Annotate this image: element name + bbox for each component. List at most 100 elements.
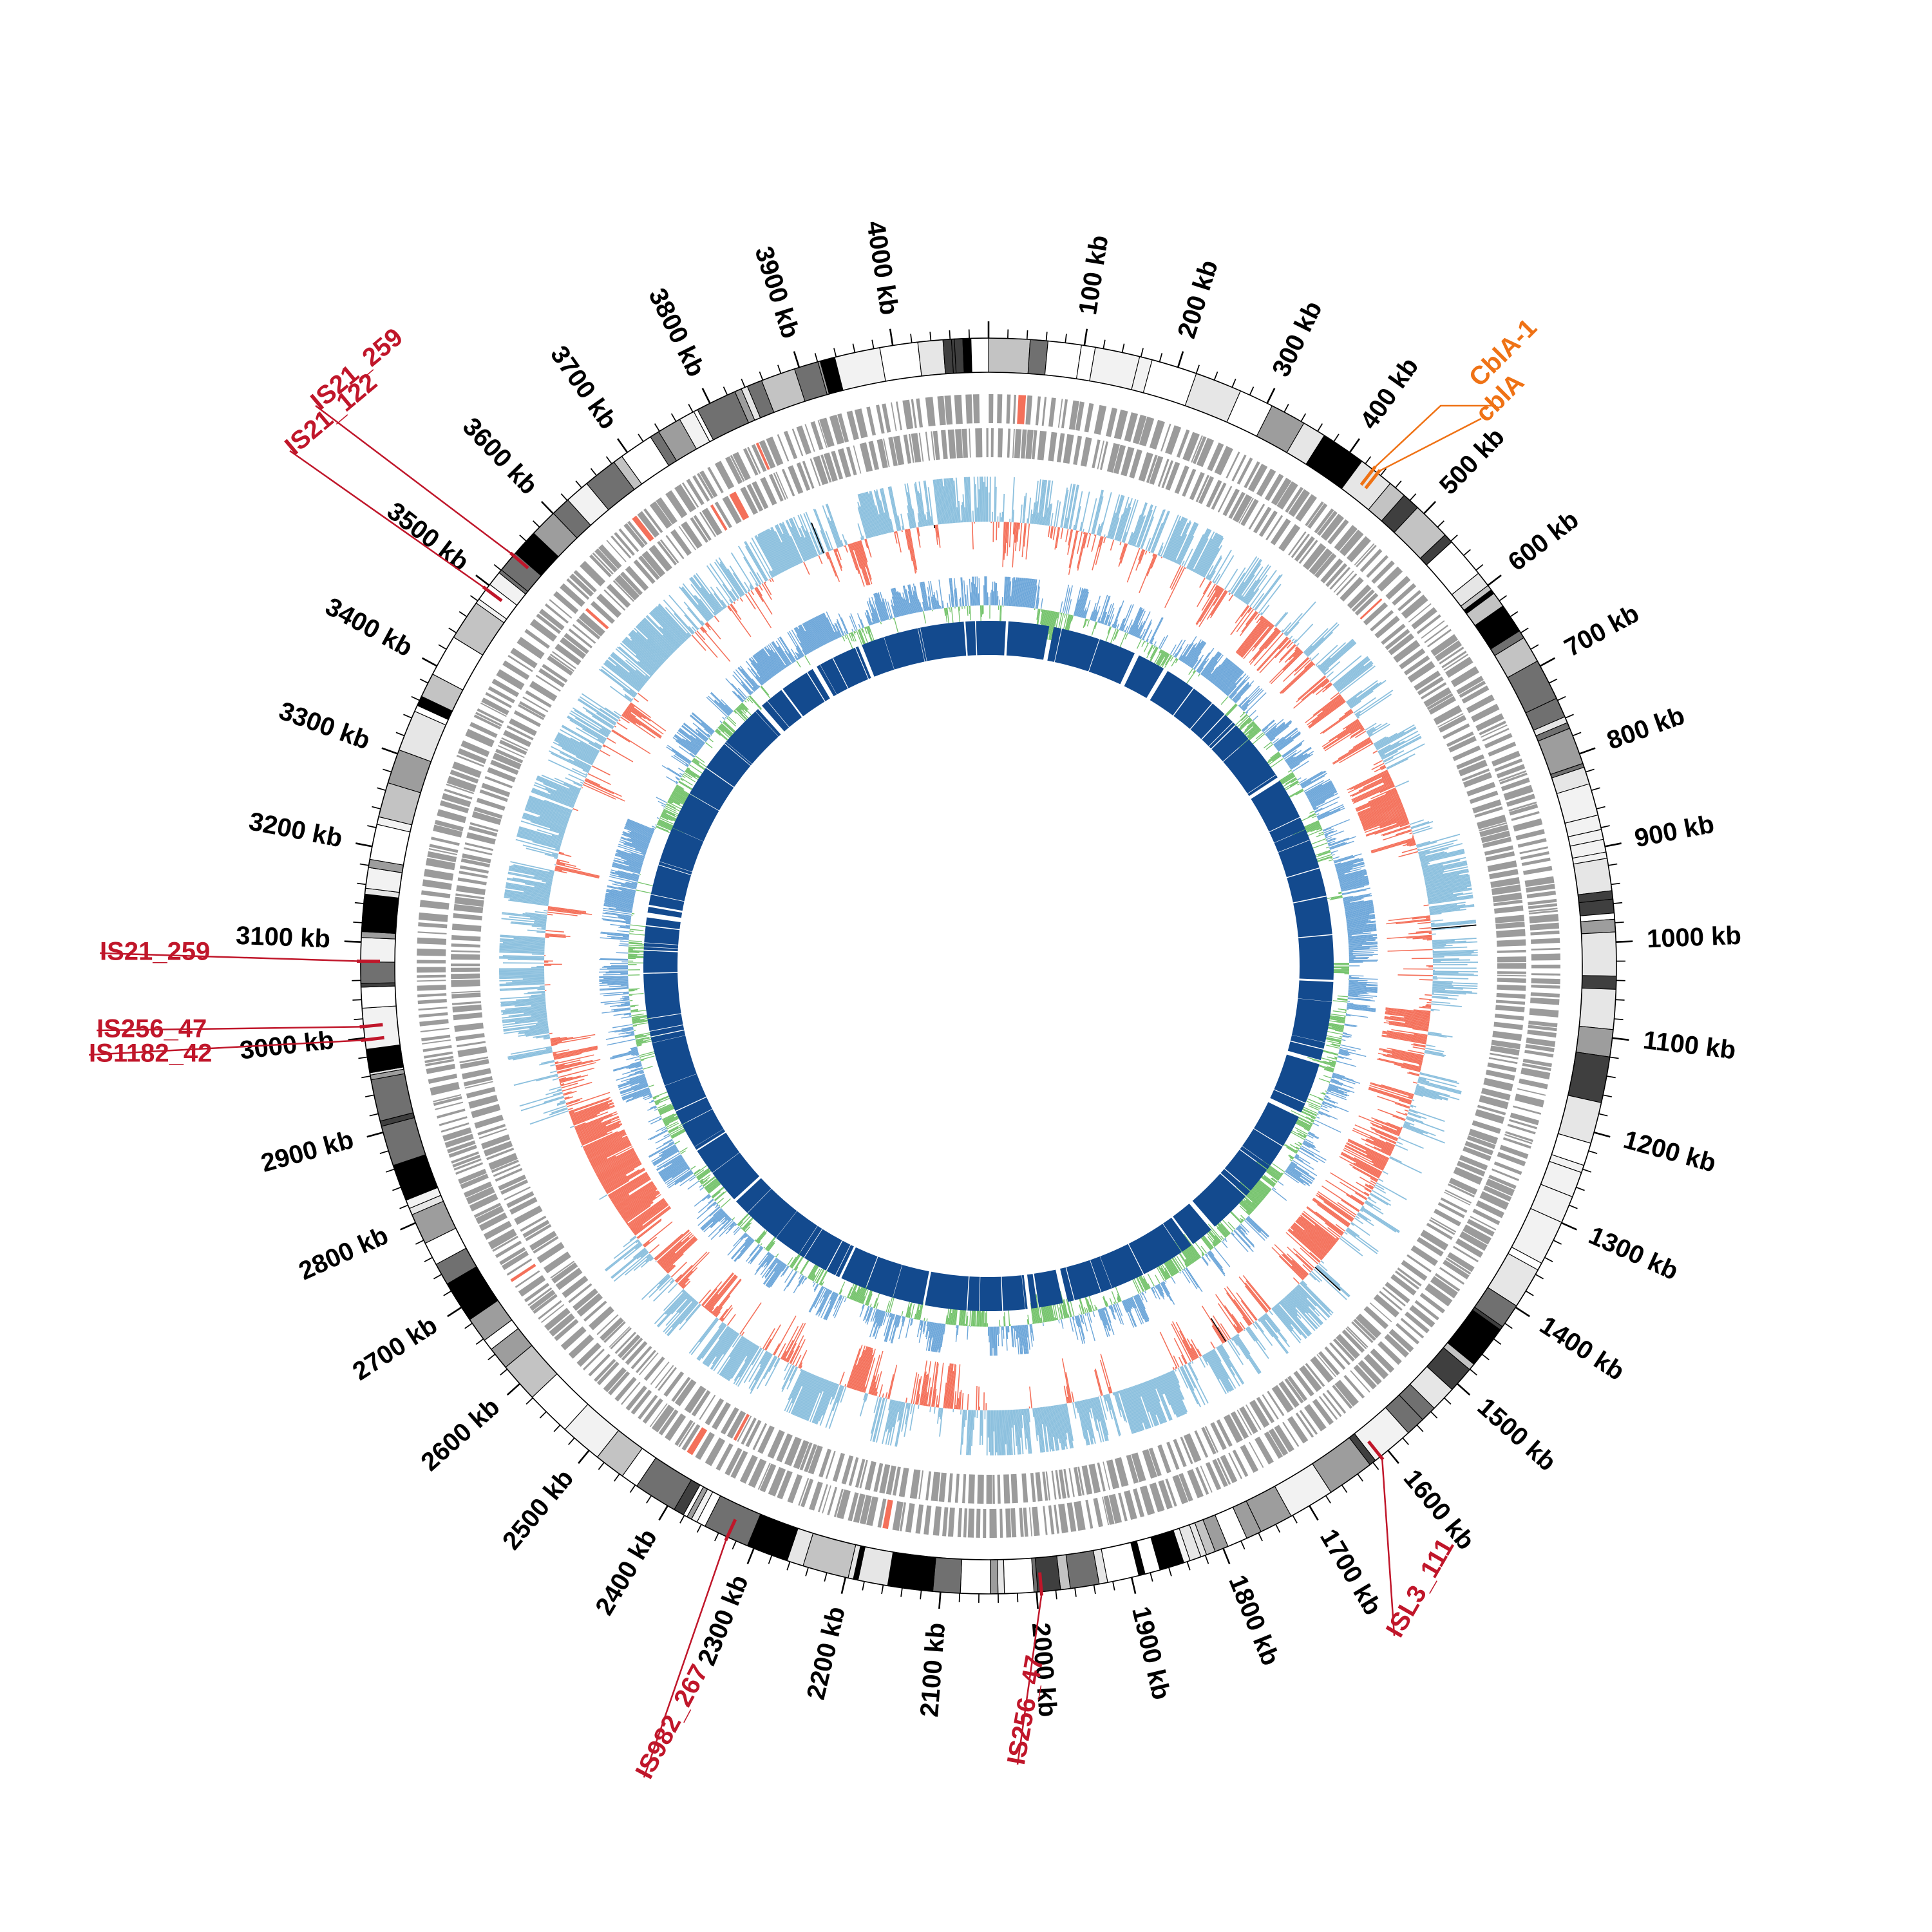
histogram-bar-positive <box>506 884 551 893</box>
histogram-bar-negative <box>1365 1150 1388 1162</box>
cds-feature <box>829 414 845 445</box>
histogram-bar-positive <box>1422 859 1461 869</box>
histogram-bar-positive <box>967 1410 971 1455</box>
histogram-bar-positive <box>1115 1391 1126 1421</box>
cds-feature <box>549 1313 575 1337</box>
histogram-bar-negative <box>958 1392 961 1410</box>
histogram-bar-negative <box>712 1278 741 1315</box>
cds-feature <box>468 826 498 837</box>
cds-feature <box>1068 400 1079 430</box>
cds-feature <box>1003 1474 1010 1504</box>
cds-feature <box>1492 750 1520 767</box>
cds-feature <box>1526 1037 1556 1047</box>
histogram-bar-negative <box>1285 1232 1320 1263</box>
cds-feature <box>1522 1063 1551 1072</box>
minor-tick <box>411 696 420 701</box>
histogram-bar-positive <box>885 1400 896 1445</box>
cds-feature <box>1346 536 1371 563</box>
major-tick <box>1457 1383 1471 1396</box>
histogram-bar-positive <box>536 1035 550 1039</box>
cds-feature <box>614 1331 636 1354</box>
cds-feature <box>1522 1058 1552 1068</box>
histogram-bar-positive <box>638 1240 640 1244</box>
cds-feature <box>533 1294 558 1314</box>
histogram-bar-positive <box>499 974 545 977</box>
histogram-bar-negative <box>591 1144 632 1166</box>
histogram-bar-negative <box>654 1233 683 1260</box>
histogram-bar-negative <box>1224 1305 1243 1332</box>
cds-feature <box>1529 1008 1559 1018</box>
cds-feature <box>417 960 446 964</box>
histogram-bar-negative <box>771 578 774 582</box>
histogram-bar-positive <box>524 809 568 825</box>
histogram-bar-negative <box>1271 1247 1305 1280</box>
histogram-bar-positive <box>1329 840 1354 850</box>
histogram-bar-positive <box>1229 567 1246 593</box>
histogram-bar-positive <box>1231 556 1258 595</box>
histogram-bar-negative <box>1381 1034 1426 1044</box>
histogram-bar-positive <box>1383 750 1405 762</box>
minor-tick <box>1150 1572 1153 1582</box>
histogram-bar-positive <box>748 1350 768 1383</box>
histogram-bar-positive <box>737 1347 762 1387</box>
minor-tick <box>900 1587 903 1597</box>
histogram-bar-negative <box>588 1139 629 1160</box>
histogram-bar-negative <box>1303 1211 1340 1240</box>
histogram-bar-negative <box>628 1199 666 1227</box>
histogram-bar-positive <box>1423 1054 1425 1056</box>
histogram-bar-positive <box>1365 1200 1381 1211</box>
histogram-bar-negative <box>1426 939 1432 941</box>
histogram-bar-positive <box>1233 1336 1260 1374</box>
histogram-bar-positive <box>1428 896 1473 905</box>
histogram-bar-negative <box>730 603 738 613</box>
histogram-bar-negative <box>1278 638 1289 650</box>
histogram-bar-negative <box>567 1092 611 1108</box>
histogram-bar-positive <box>1023 493 1027 524</box>
histogram-bar-positive <box>1432 983 1478 987</box>
histogram-bar-positive <box>1349 952 1374 954</box>
histogram-bar-positive <box>499 971 545 973</box>
cds-feature <box>1351 1321 1374 1343</box>
minor-tick <box>377 787 386 791</box>
cds-feature <box>466 1086 496 1099</box>
cds-feature <box>873 1463 884 1492</box>
cds-feature <box>1081 1465 1093 1495</box>
histogram-bar-positive <box>743 556 761 585</box>
histogram-bar-positive <box>509 916 547 922</box>
cds-feature <box>674 1379 697 1406</box>
histogram-bar-positive <box>500 998 545 1003</box>
cds-feature <box>1409 1305 1435 1328</box>
histogram-bar-negative <box>1426 965 1434 967</box>
histogram-bar-positive <box>1425 878 1470 887</box>
histogram-bar-positive <box>1079 522 1083 531</box>
histogram-bar-positive <box>1258 583 1282 614</box>
histogram-bar-negative <box>1152 553 1155 557</box>
cds-feature <box>1479 824 1509 837</box>
histogram-bar-positive <box>1416 833 1461 848</box>
cds-feature <box>547 655 573 676</box>
histogram-bar-positive <box>1218 1345 1244 1385</box>
histogram-bar-positive <box>519 1092 564 1107</box>
histogram-bar-negative <box>608 1172 648 1197</box>
minor-tick <box>1553 1240 1562 1245</box>
cds-feature <box>1075 401 1084 431</box>
major-tick <box>889 328 894 346</box>
histogram-bar-negative <box>860 1354 873 1392</box>
minor-tick <box>1195 365 1200 374</box>
histogram-bar-positive <box>1432 959 1470 961</box>
histogram-bar-positive <box>507 871 553 882</box>
histogram-bar-positive <box>1424 1050 1446 1056</box>
histogram-bar-positive <box>1375 724 1415 748</box>
histogram-bar-positive <box>1155 1377 1164 1395</box>
histogram-bar-positive <box>1289 636 1293 639</box>
histogram-bar-negative <box>1396 1111 1408 1116</box>
histogram-bar-positive <box>1346 1229 1356 1237</box>
histogram-bar-negative <box>573 1112 601 1124</box>
histogram-bar-negative <box>1083 532 1085 535</box>
cds-feature <box>1354 543 1375 566</box>
histogram-bar-negative <box>581 787 583 789</box>
cds-feature <box>524 629 550 649</box>
cds-feature <box>1393 639 1421 663</box>
histogram-bar-negative <box>714 1295 731 1316</box>
histogram-bar-positive <box>1347 1227 1360 1237</box>
